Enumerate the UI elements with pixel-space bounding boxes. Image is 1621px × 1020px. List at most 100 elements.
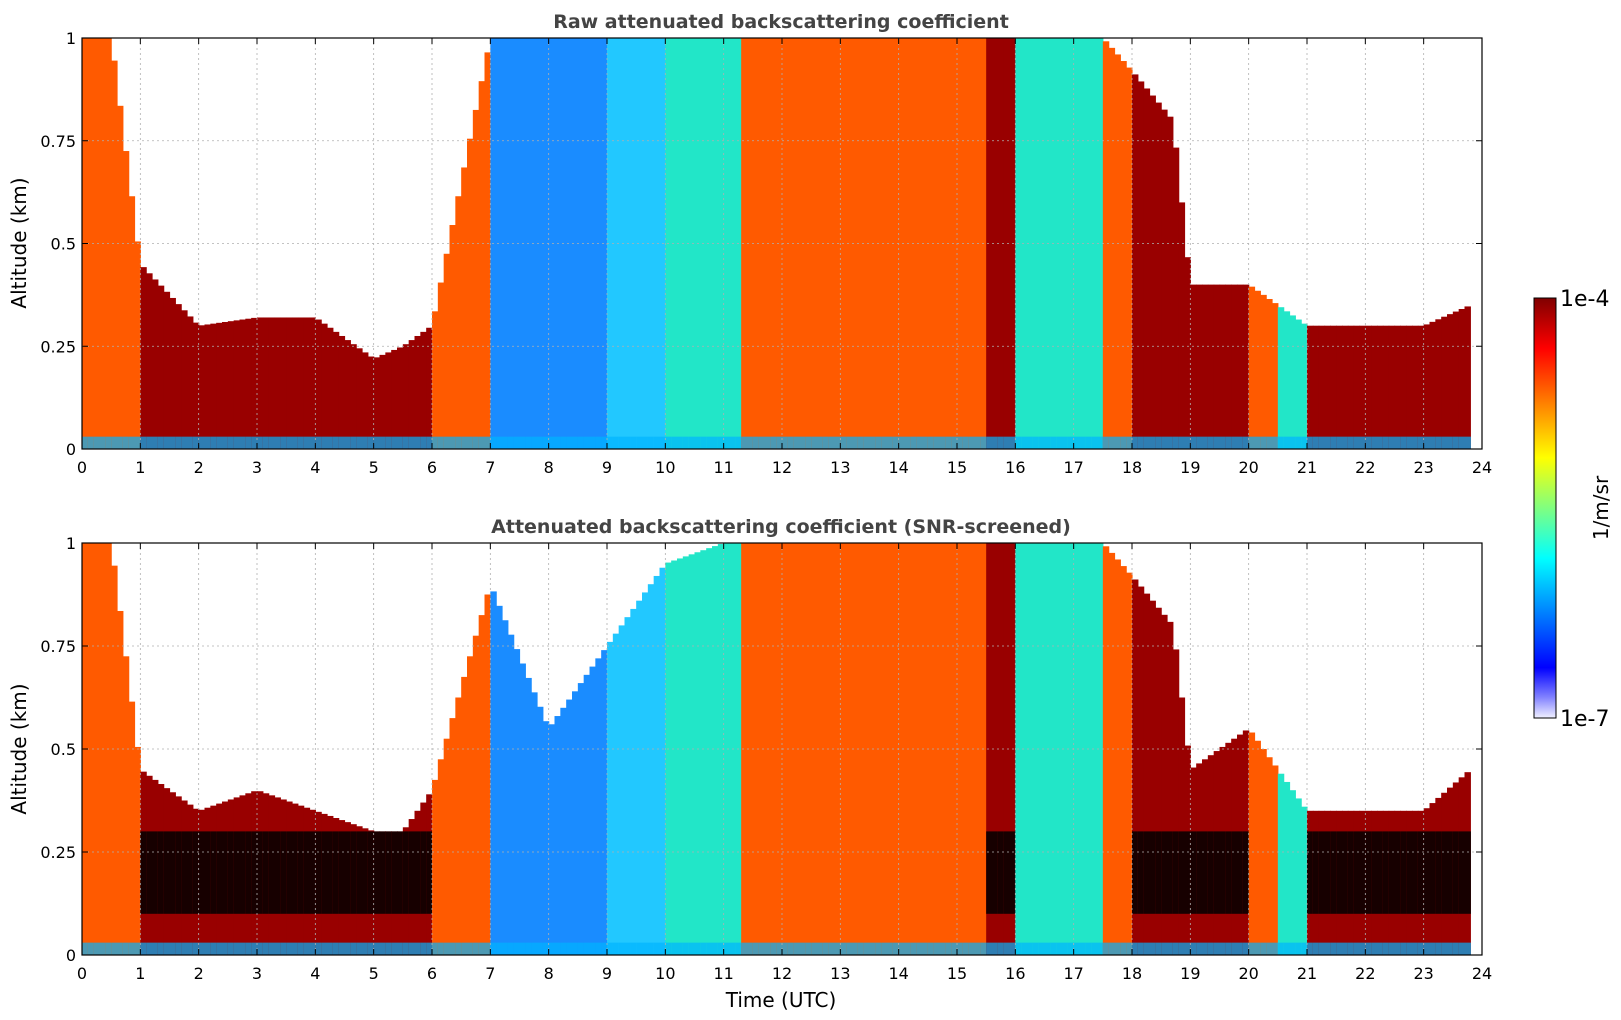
heatmap-column xyxy=(951,38,958,449)
saturated-layer xyxy=(1342,831,1349,914)
heatmap-column xyxy=(1400,325,1407,449)
surface-band xyxy=(1248,942,1256,955)
surface-band xyxy=(770,436,777,449)
heatmap-column xyxy=(484,52,491,449)
heatmap-column xyxy=(315,319,322,449)
saturated-layer xyxy=(251,831,258,914)
surface-band xyxy=(93,942,101,955)
surface-band xyxy=(1149,942,1156,955)
surface-band xyxy=(1073,942,1081,955)
surface-band xyxy=(1126,436,1133,449)
surface-band xyxy=(910,436,917,449)
saturated-layer xyxy=(210,831,217,914)
saturated-layer xyxy=(1213,831,1221,914)
heatmap-column xyxy=(612,38,620,449)
heatmap-column xyxy=(828,543,836,955)
saturated-layer xyxy=(1458,831,1466,914)
surface-band xyxy=(1091,436,1098,449)
surface-band xyxy=(1044,436,1051,449)
surface-band xyxy=(455,942,462,955)
surface-band xyxy=(1429,436,1436,449)
heatmap-column xyxy=(752,38,760,449)
heatmap-column xyxy=(636,38,643,449)
surface-band xyxy=(1242,436,1250,449)
surface-band xyxy=(997,436,1005,449)
surface-band xyxy=(397,436,404,449)
surface-band xyxy=(974,942,981,955)
heatmap-column xyxy=(251,317,258,449)
heatmap-column xyxy=(134,746,141,955)
colorbar-unit-label: 1/m/sr xyxy=(1589,475,1613,540)
heatmap-column xyxy=(700,550,707,955)
surface-band xyxy=(484,942,491,955)
x-axis-label: Time (UTC) xyxy=(725,988,837,1012)
heatmap-column xyxy=(583,674,591,955)
heatmap-column xyxy=(455,196,462,449)
surface-band xyxy=(467,942,474,955)
surface-band xyxy=(332,436,340,449)
heatmap-column xyxy=(1213,284,1221,449)
surface-band xyxy=(227,436,235,449)
surface-band xyxy=(1312,942,1320,955)
surface-band xyxy=(204,436,211,449)
heatmap-column xyxy=(467,138,474,449)
heatmap-column xyxy=(531,38,538,449)
surface-band xyxy=(887,436,894,449)
surface-band xyxy=(1283,942,1291,955)
surface-band xyxy=(292,942,299,955)
surface-band xyxy=(204,942,211,955)
heatmap-column xyxy=(1056,543,1063,955)
heatmap-column xyxy=(1277,307,1285,449)
surface-band xyxy=(134,436,141,449)
surface-band xyxy=(344,942,351,955)
x-tick-label: 20 xyxy=(1238,964,1258,983)
surface-band xyxy=(1412,436,1419,449)
heatmap-column xyxy=(239,319,246,449)
surface-band xyxy=(840,436,847,449)
x-tick-label: 0 xyxy=(77,964,87,983)
surface-band xyxy=(1172,436,1180,449)
saturated-layer xyxy=(1307,831,1314,914)
surface-band xyxy=(105,436,112,449)
x-tick-label: 13 xyxy=(830,458,850,477)
heatmap-column xyxy=(1289,315,1296,449)
heatmap-column xyxy=(502,38,509,449)
surface-band xyxy=(612,436,620,449)
heatmap-column xyxy=(787,38,795,449)
surface-band xyxy=(519,942,526,955)
heatmap-column xyxy=(747,543,754,955)
surface-band xyxy=(577,942,585,955)
heatmap-column xyxy=(1295,319,1302,449)
heatmap-column xyxy=(542,721,550,955)
x-tick-label: 8 xyxy=(544,964,554,983)
surface-band xyxy=(1108,436,1116,449)
heatmap-column xyxy=(122,151,130,449)
x-tick-label: 23 xyxy=(1413,458,1433,477)
surface-band xyxy=(181,436,188,449)
x-tick-label: 11 xyxy=(713,458,733,477)
surface-band xyxy=(478,436,486,449)
heatmap-column xyxy=(752,543,760,955)
heatmap-column xyxy=(933,543,941,955)
surface-band xyxy=(321,436,328,449)
surface-band xyxy=(169,436,176,449)
saturated-layer xyxy=(1388,831,1396,914)
surface-band xyxy=(1324,942,1331,955)
surface-band xyxy=(82,942,89,955)
surface-band xyxy=(134,942,141,955)
heatmap-column xyxy=(426,327,433,449)
surface-band xyxy=(694,436,701,449)
saturated-layer xyxy=(414,831,421,914)
heatmap-column xyxy=(986,38,993,449)
heatmap-column xyxy=(846,543,853,955)
surface-band xyxy=(665,436,672,449)
x-tick-label: 5 xyxy=(369,964,379,983)
surface-band xyxy=(1336,436,1343,449)
surface-band xyxy=(764,942,771,955)
surface-band xyxy=(1237,436,1244,449)
surface-band xyxy=(1027,436,1034,449)
surface-band xyxy=(1079,436,1086,449)
x-tick-label: 3 xyxy=(252,964,262,983)
surface-band xyxy=(367,942,375,955)
surface-band xyxy=(1190,942,1197,955)
